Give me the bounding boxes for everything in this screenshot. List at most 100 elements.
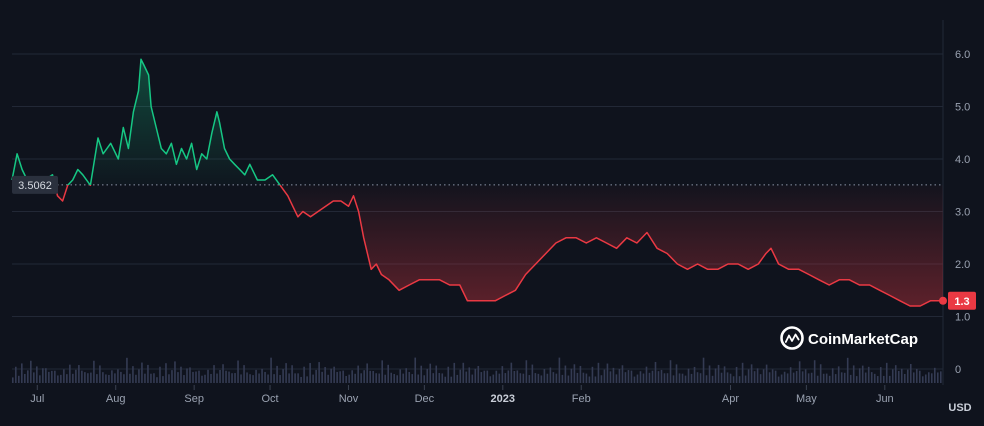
volume-bar	[375, 373, 377, 383]
volume-bar	[204, 374, 206, 383]
volume-bar	[897, 370, 900, 383]
volume-bar	[570, 368, 573, 383]
volume-bar	[135, 374, 137, 383]
volume-bar	[498, 373, 501, 383]
volume-bar	[21, 363, 23, 383]
volume-bar	[672, 375, 675, 383]
x-tick-label: Dec	[415, 393, 435, 405]
volume-bar	[348, 374, 350, 383]
volume-bar	[843, 372, 846, 383]
volume-bar	[120, 371, 122, 383]
volume-bar	[921, 376, 924, 383]
volume-bar	[684, 375, 687, 383]
y-tick-label: 3.0	[955, 207, 970, 219]
volume-bar	[552, 372, 555, 383]
volume-bar	[915, 368, 918, 383]
volume-bar	[426, 368, 429, 383]
volume-bar	[66, 374, 68, 383]
volume-bar	[777, 376, 780, 383]
volume-bar	[555, 373, 558, 383]
volume-bar	[756, 368, 759, 383]
volume-bar	[648, 372, 651, 383]
volume-bar	[885, 362, 888, 383]
volume-bar	[195, 371, 197, 383]
volume-bar	[681, 373, 684, 383]
volume-bar	[72, 373, 74, 383]
volume-bar	[588, 376, 591, 383]
volume-bar	[852, 365, 855, 383]
volume-bar	[213, 365, 215, 383]
volume-bar	[141, 362, 143, 383]
coinmarketcap-logo-icon	[780, 326, 804, 350]
volume-bar	[453, 362, 456, 383]
volume-bar	[171, 370, 173, 383]
volume-bar	[435, 365, 438, 383]
volume-bar	[741, 362, 744, 383]
x-axis: Jul Aug Sep Oct Nov Dec 2023 Feb Apr May Jun	[30, 385, 894, 405]
volume-bar	[927, 372, 930, 383]
volume-bar	[726, 372, 729, 383]
volume-bar	[387, 364, 390, 383]
volume-bar	[762, 369, 765, 383]
volume-bar	[489, 376, 492, 383]
volume-bar	[390, 372, 393, 383]
current-price-dot	[939, 296, 947, 305]
volume-bar	[438, 373, 441, 383]
volume-bar	[417, 374, 420, 383]
volume-bar	[117, 369, 119, 383]
y-tick-label: 2.0	[955, 259, 970, 271]
volume-bar	[423, 375, 426, 383]
volume-bar	[816, 375, 819, 383]
volume-bar	[48, 371, 50, 383]
volume-bar	[549, 367, 552, 383]
volume-bar	[663, 373, 666, 383]
volume-bar	[414, 357, 417, 383]
volume-bar	[342, 370, 344, 383]
volume-bar	[315, 369, 317, 383]
volume-bar	[192, 371, 194, 383]
volume-bar	[297, 373, 299, 383]
volume-bar	[225, 370, 227, 383]
volume-bar	[240, 374, 242, 383]
volume-bar	[216, 373, 218, 383]
volume-bar	[249, 374, 251, 383]
volume-bar	[60, 374, 62, 383]
volume-bar	[234, 373, 236, 383]
volume-bar	[279, 375, 281, 383]
volume-bar	[651, 370, 654, 383]
volume-bar	[210, 373, 212, 383]
volume-bar	[321, 371, 323, 383]
volume-bar	[99, 365, 101, 383]
volume-bar	[228, 371, 230, 383]
volume-bar	[177, 372, 179, 383]
volume-bar	[372, 371, 374, 383]
volume-bar	[858, 368, 861, 383]
volume-bar	[27, 370, 29, 383]
volume-bar	[144, 373, 146, 383]
volume-bar	[327, 374, 329, 383]
volume-bar	[819, 364, 822, 383]
volume-bar	[867, 366, 870, 383]
area-below-reference	[31, 185, 943, 306]
volume-bar	[564, 365, 567, 383]
volume-bar	[180, 366, 182, 383]
volume-bar	[219, 369, 221, 383]
volume-bar	[732, 376, 735, 383]
volume-bar	[267, 374, 269, 383]
volume-bar	[906, 369, 909, 383]
volume-bar	[738, 376, 741, 383]
volume-bar	[126, 357, 128, 383]
volume-bar	[270, 357, 272, 383]
price-area-fill	[12, 59, 943, 306]
volume-bar	[87, 373, 89, 383]
volume-bar	[123, 374, 125, 383]
price-line	[11, 58, 943, 307]
volume-bar	[702, 357, 705, 383]
volume-bar	[357, 365, 359, 383]
volume-bar	[882, 375, 885, 383]
volume-bar	[849, 374, 852, 383]
volume-bar	[15, 366, 17, 383]
volume-bar	[75, 369, 77, 383]
volume-bar	[876, 376, 879, 383]
y-tick-label: 6.0	[955, 49, 970, 61]
